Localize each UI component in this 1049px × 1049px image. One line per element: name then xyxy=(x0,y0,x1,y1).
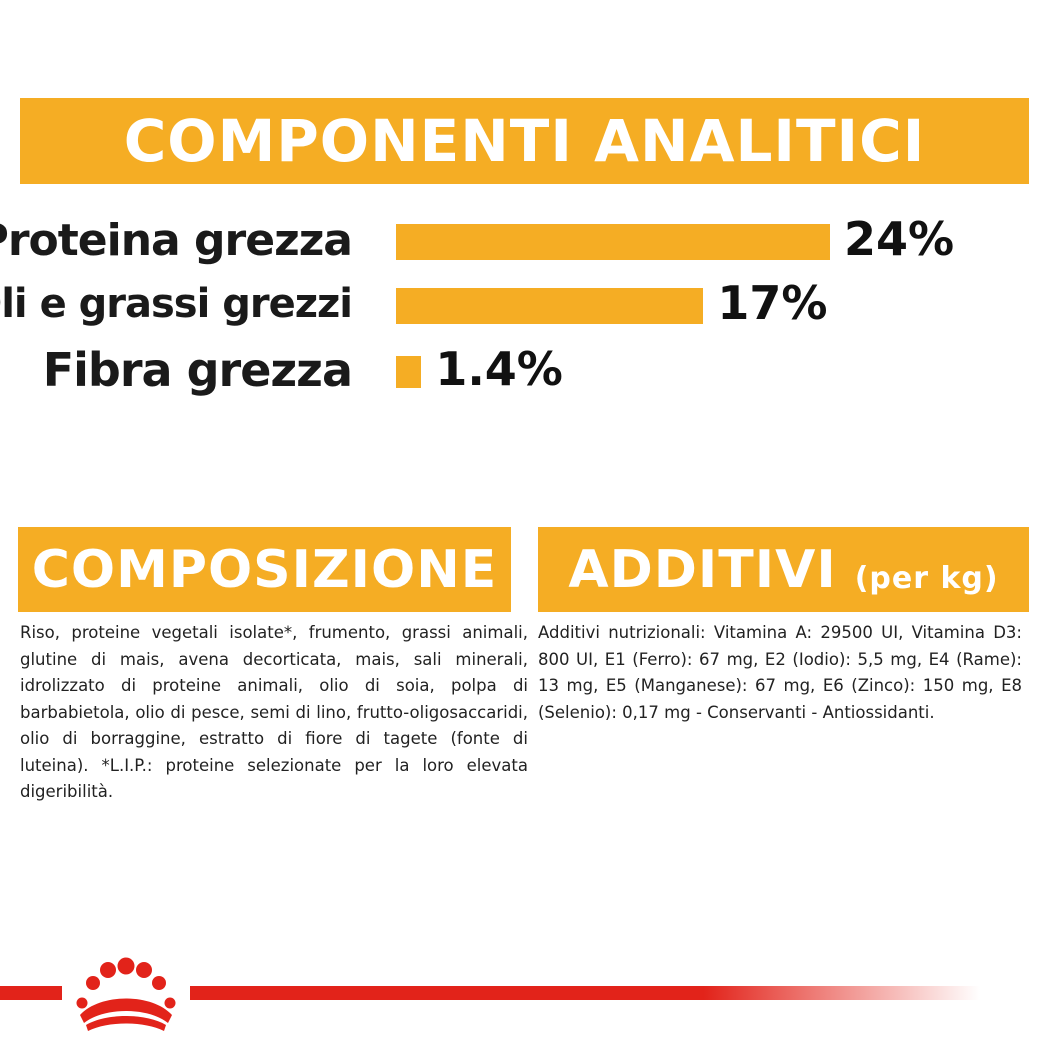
bar xyxy=(396,224,830,260)
category-label: Oli e grassi grezzi xyxy=(0,281,353,328)
value-label: 24% xyxy=(844,212,955,266)
additivi-title: ADDITIVI xyxy=(568,539,837,600)
value-label: 1.4% xyxy=(435,342,563,396)
additivi-banner: ADDITIVI (per kg) xyxy=(538,527,1029,612)
additivi-subtitle: (per kg) xyxy=(854,561,999,596)
bar xyxy=(396,288,704,324)
analitici-title: COMPONENTI ANALITICI xyxy=(123,107,926,175)
footer-line-right xyxy=(190,986,980,1000)
category-label: Proteina grezza xyxy=(0,214,353,266)
additivi-text: Additivi nutrizionali: Vitamina A: 29500… xyxy=(538,623,1022,722)
composizione-text: Riso, proteine vegetali isolate*, frumen… xyxy=(20,623,528,801)
composizione-banner: COMPOSIZIONE xyxy=(18,527,511,612)
composizione-title: COMPOSIZIONE xyxy=(31,539,498,600)
royal-canin-crown-icon xyxy=(76,957,176,1031)
category-label: Fibra grezza xyxy=(42,343,353,398)
footer-line-left xyxy=(0,986,62,1000)
value-label: 17% xyxy=(717,276,828,330)
bar xyxy=(396,356,422,388)
analitici-banner: COMPONENTI ANALITICI xyxy=(20,98,1029,184)
